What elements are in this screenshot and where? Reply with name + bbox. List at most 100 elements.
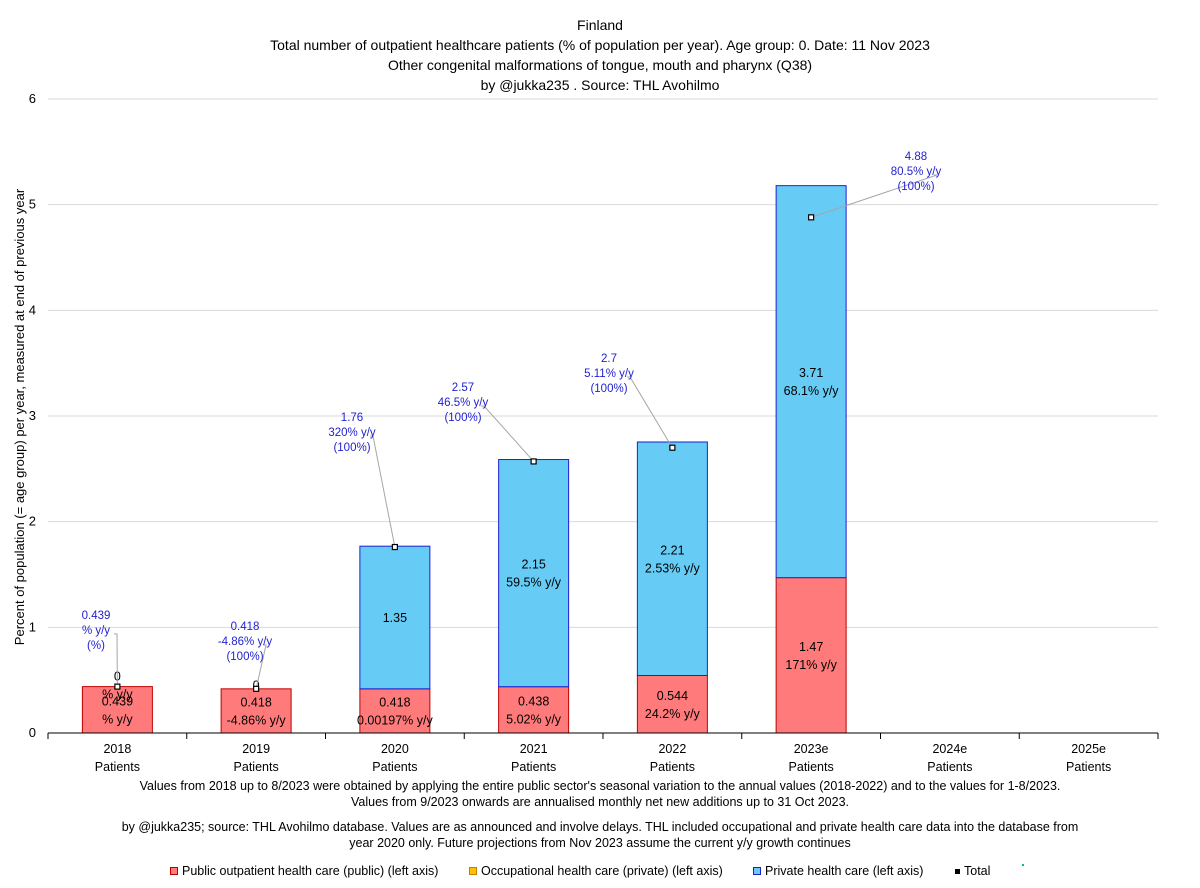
chart: Finland Total number of outpatient healt… (12, 17, 1159, 774)
total-label-2019-0: 0.418 (231, 621, 260, 633)
segment-label-0-2019-1: -4.86% y/y (227, 713, 287, 727)
chart-title: Finland Total number of outpatient healt… (270, 17, 930, 93)
segment-labels: 0.439% y/y0% y/y0.418-4.86% y/y00.4180.0… (102, 366, 840, 727)
legend-swatch-2 (753, 867, 761, 875)
segment-label-0-2018-0: 0.439 (102, 694, 133, 708)
total-label-2022-1: 5.11% y/y (584, 368, 634, 380)
x-category-sub-2024e: Patients (927, 760, 972, 774)
segment-label-2-2020-0: 1.35 (383, 611, 407, 625)
bar-0-2019 (220, 688, 292, 734)
legend-item-0: Public outpatient health care (public) (… (170, 864, 438, 878)
total-marker-2021 (530, 458, 537, 465)
total-label-2022-0: 2.7 (601, 353, 617, 365)
total-label-2018-1: % y/y (82, 625, 110, 637)
leader-line-2023e (810, 174, 938, 218)
bar-0-2021 (498, 686, 570, 734)
bar-2-2023e (775, 185, 847, 579)
total-label-2018-0: 0.439 (82, 610, 111, 622)
segment-label-0-2021-0: 0.438 (518, 694, 549, 708)
x-category-2024e: 2024e (932, 742, 967, 756)
title-line-2: Total number of outpatient healthcare pa… (270, 37, 930, 53)
bar-2-2022 (636, 441, 708, 677)
legend-item-4 (1022, 864, 1028, 866)
y-tick-5: 5 (29, 197, 36, 212)
x-category-2023e: 2023e (794, 742, 829, 756)
segment-label-0-2018-1: % y/y (102, 712, 133, 726)
note-line-4: year 2020 only. Future projections from … (349, 836, 851, 850)
x-category-2018: 2018 (103, 742, 131, 756)
y-tick-3: 3 (29, 408, 36, 423)
y-tick-2: 2 (29, 514, 36, 529)
segment-label-0-2023e-0: 1.47 (799, 640, 823, 654)
legend-label-0: Public outpatient health care (public) (… (182, 864, 439, 878)
leader-line-2018 (114, 633, 118, 687)
legend-item-2: Private health care (left axis) (753, 864, 923, 878)
leader-line-2019 (255, 644, 267, 689)
segment-label-0-2021-1: 5.02% y/y (506, 712, 562, 726)
leader-line-2020 (370, 435, 396, 548)
total-marker-2020 (391, 543, 398, 551)
legend-label-2: Private health care (left axis) (765, 864, 924, 878)
total-marker-2018 (114, 683, 121, 690)
total-label-2021-2: (100%) (444, 412, 481, 424)
x-category-sub-2019: Patients (234, 760, 279, 774)
segment-label-0-2020-1: 0.00197% y/y (357, 713, 433, 727)
gridlines (48, 98, 1158, 628)
y-axis-ticks: 0 1 2 3 4 5 6 (29, 91, 36, 740)
y-tick-6: 6 (29, 91, 36, 106)
segment-label-2-2021-1: 59.5% y/y (506, 576, 562, 590)
legend-item-3: Total (955, 864, 990, 878)
x-category-2021: 2021 (520, 742, 548, 756)
total-label-2020-2: (100%) (333, 442, 370, 454)
x-category-sub-2022: Patients (650, 760, 695, 774)
total-label-2019-1: -4.86% y/y (218, 636, 273, 648)
x-category-sub-2025e: Patients (1066, 760, 1111, 774)
x-axis-categories: 2018 Patients 2019 Patients 2020 Patients 2021… (95, 742, 1111, 774)
x-category-2020: 2020 (381, 742, 409, 756)
segment-label-0-2022-0: 0.544 (657, 689, 688, 703)
total-label-2021-1: 46.5% y/y (438, 397, 489, 409)
segment-label-2-2021-0: 2.15 (521, 558, 545, 572)
x-category-2025e: 2025e (1071, 742, 1106, 756)
segment-label-0-2023e-1: 171% y/y (785, 658, 837, 672)
x-category-sub-2023e: Patients (789, 760, 834, 774)
note-line-3: by @jukka235; source: THL Avohilmo datab… (121, 820, 1079, 834)
legend: Public outpatient health care (public) (… (0, 864, 1200, 882)
total-label-2021-0: 2.57 (452, 382, 474, 394)
total-label-2022-2: (100%) (590, 383, 627, 395)
x-axis (47, 732, 1159, 739)
y-tick-0: 0 (29, 725, 36, 740)
x-category-2019: 2019 (242, 742, 270, 756)
title-line-1: Finland (577, 17, 623, 33)
legend-swatch-4 (1022, 864, 1024, 866)
x-category-sub-2018: Patients (95, 760, 140, 774)
title-line-4: by @jukka235 . Source: THL Avohilmo (481, 77, 720, 93)
x-category-sub-2021: Patients (511, 760, 556, 774)
legend-swatch-3 (955, 868, 960, 874)
total-annotations: 0.439 % y/y (%) 0.418 -4.86% y/y (100%) 1.76 32… (82, 151, 942, 692)
note-line-1: Values from 2018 up to 8/2023 were obtai… (139, 779, 1061, 793)
bar-2-2021 (498, 459, 570, 688)
y-axis-label: Percent of population (= age group) per … (12, 188, 27, 645)
total-label-2023e-1: 80.5% y/y (891, 166, 942, 178)
x-category-2022: 2022 (658, 742, 686, 756)
segment-label-2-2022-0: 2.21 (660, 543, 684, 557)
total-label-2020-0: 1.76 (341, 412, 363, 424)
total-marker-2023e (808, 214, 815, 221)
bar-0-2023e (775, 577, 847, 734)
leader-line-2022 (627, 376, 673, 448)
total-label-2019-2: (100%) (226, 651, 263, 663)
segment-label-2-2023e-1: 68.1% y/y (784, 384, 840, 398)
total-marker-2019 (253, 685, 260, 692)
legend-swatch-0 (170, 867, 178, 875)
note-line-2: Values from 9/2023 onwards are annualise… (351, 795, 849, 809)
legend-label-1: Occupational health care (private) (left… (481, 864, 723, 878)
legend-label-3: Total (964, 864, 991, 878)
bar-0-2022 (636, 675, 708, 734)
x-category-sub-2020: Patients (372, 760, 417, 774)
segment-label-0-2020-0: 0.418 (379, 695, 410, 709)
segment-label-0-2022-1: 24.2% y/y (645, 707, 701, 721)
y-tick-4: 4 (29, 302, 36, 317)
bars (81, 185, 847, 734)
total-label-2023e-0: 4.88 (905, 151, 927, 163)
